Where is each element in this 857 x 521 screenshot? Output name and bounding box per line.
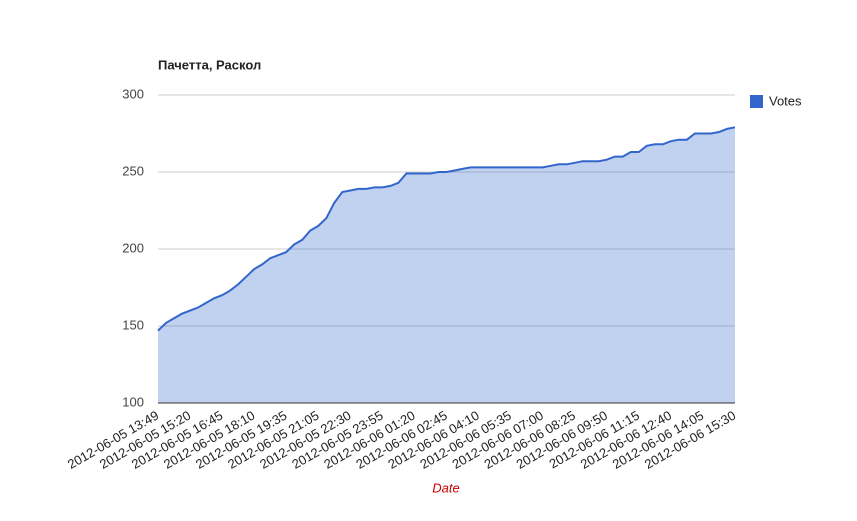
y-tick-label: 300 [122, 86, 144, 101]
line [157, 126, 736, 332]
legend-label: Votes [769, 93, 802, 108]
area-fill [158, 127, 735, 404]
x-axis-title: Date [432, 480, 459, 495]
legend-swatch [750, 95, 763, 108]
y-tick-label: 200 [122, 240, 144, 255]
y-tick-label: 100 [122, 394, 144, 409]
chart-title: Пачетта, Раскол [158, 57, 261, 72]
y-tick-label: 150 [122, 317, 144, 332]
y-tick-label: 250 [122, 163, 144, 178]
